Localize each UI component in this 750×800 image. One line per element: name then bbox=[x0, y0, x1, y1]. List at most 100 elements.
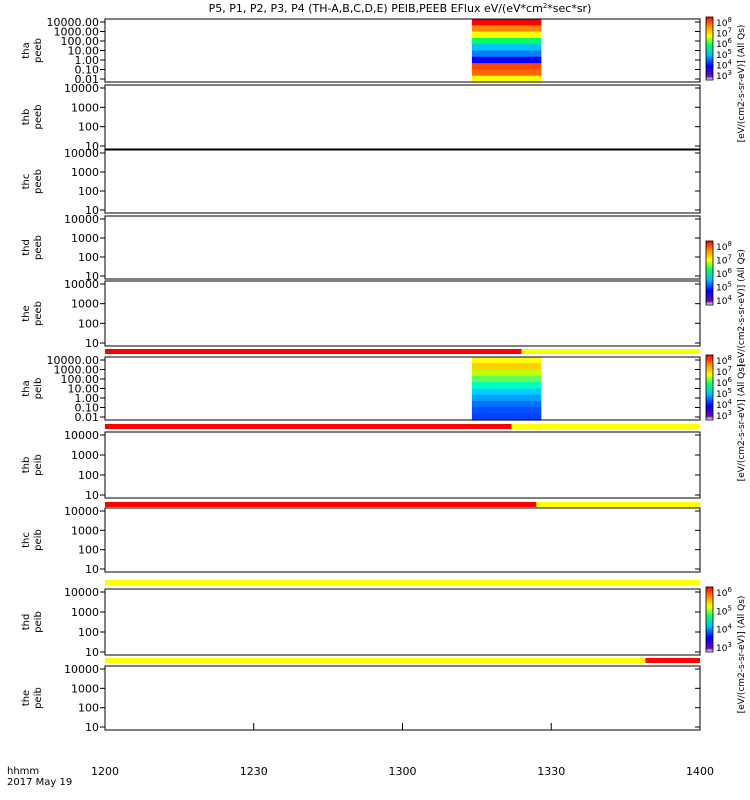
time-axis-date: 2017 May 19 bbox=[7, 777, 72, 788]
y-tick-label: 100 bbox=[78, 544, 99, 557]
spectrogram-band bbox=[471, 375, 542, 383]
chart-title: P5, P1, P2, P3, P4 (TH-A,B,C,D,E) PEIB,P… bbox=[209, 2, 592, 15]
colorbar-tick-label: 105 bbox=[716, 604, 732, 617]
y-tick-label: 100 bbox=[78, 702, 99, 715]
y-tick-label: 1000.00 bbox=[54, 26, 100, 39]
spectrogram-band bbox=[471, 44, 542, 52]
spectrogram-band bbox=[471, 394, 542, 402]
y-tick-label: 10000 bbox=[64, 147, 99, 160]
spectrogram-band bbox=[471, 37, 542, 45]
y-tick-label: 1000 bbox=[71, 298, 99, 311]
x-tick-label: 1330 bbox=[537, 765, 565, 778]
panel-product-label: peib bbox=[33, 454, 44, 476]
colorbar-tick-label: 107 bbox=[716, 254, 732, 267]
x-tick-label: 1200 bbox=[91, 765, 119, 778]
mode-bar-segment bbox=[105, 502, 537, 507]
y-tick-label: 10000 bbox=[64, 82, 99, 95]
panel-thb-peib: 10000 1000 100 10 thb peib bbox=[21, 429, 701, 502]
y-tick-label: 10000.00 bbox=[47, 354, 100, 367]
colorbar-tick-label: 103 bbox=[716, 641, 732, 654]
x-tick-label: 1400 bbox=[686, 765, 714, 778]
mode-bar-segment bbox=[536, 502, 700, 507]
panel-probe-label: thc bbox=[21, 532, 32, 548]
y-tick-label: 1000 bbox=[71, 232, 99, 245]
y-tick-label: 100 bbox=[78, 251, 99, 264]
colorbar-tick-label: 105 bbox=[716, 281, 732, 294]
mode-bar-segment bbox=[511, 424, 700, 429]
spectrogram-band bbox=[471, 31, 542, 39]
colorbar-tick-label: 104 bbox=[716, 623, 732, 636]
y-tick-label: 10000 bbox=[64, 663, 99, 676]
y-tick-label: 0.10 bbox=[75, 402, 100, 415]
y-tick-label: 1000 bbox=[71, 449, 99, 462]
panel-probe-label: the bbox=[21, 305, 32, 321]
panel-frame bbox=[104, 280, 701, 347]
panel-frame bbox=[104, 665, 701, 731]
y-tick-label: 10000 bbox=[64, 586, 99, 599]
panel-frame bbox=[104, 18, 701, 83]
spectrogram-band bbox=[471, 413, 542, 421]
panel-layer: 10000.001000.00100.0010.001.000.100.01th… bbox=[21, 16, 701, 734]
colorbar bbox=[705, 16, 714, 81]
panel-thd-peeb: 10000 1000 100 10 thd peeb bbox=[21, 213, 701, 283]
y-tick-label: 1000 bbox=[71, 101, 99, 114]
y-tick-label: 10.00 bbox=[68, 383, 100, 396]
panel-the-peeb: 10000 1000 100 10 the peeb bbox=[21, 278, 701, 350]
panel-product-label: peib bbox=[33, 611, 44, 633]
panel-product-label: peeb bbox=[33, 235, 44, 260]
panel-thc-peib: 10000 1000 100 10 thc peib bbox=[21, 505, 701, 576]
panel-probe-label: the bbox=[21, 690, 32, 706]
x-tick-label: 1300 bbox=[389, 765, 417, 778]
panel-frame bbox=[104, 84, 701, 150]
y-tick-label: 10000 bbox=[64, 429, 99, 442]
panel-probe-label: thb bbox=[21, 109, 32, 126]
colorbar bbox=[705, 586, 714, 653]
panel-product-label: peib bbox=[33, 378, 44, 400]
y-tick-label: 10.00 bbox=[68, 45, 100, 58]
y-tick-label: 0.01 bbox=[75, 73, 100, 86]
panel-product-label: peeb bbox=[33, 301, 44, 326]
y-tick-label: 10 bbox=[85, 489, 99, 502]
mode-bar-segment bbox=[105, 349, 522, 354]
spectrogram-band bbox=[471, 369, 542, 377]
panel-probe-label: tha bbox=[21, 42, 32, 58]
panel-product-label: peeb bbox=[33, 105, 44, 130]
y-tick-label: 1000 bbox=[71, 606, 99, 619]
panel-probe-label: thc bbox=[21, 174, 32, 190]
spectrogram-band bbox=[471, 63, 542, 70]
panel-frame bbox=[104, 588, 701, 656]
spectrogram-band bbox=[471, 388, 542, 396]
spectrogram-band bbox=[471, 50, 542, 58]
mode-bar-segment bbox=[645, 658, 700, 663]
y-tick-label: 1000 bbox=[71, 682, 99, 695]
spectrogram-band bbox=[471, 382, 542, 390]
y-tick-label: 10 bbox=[85, 646, 99, 659]
spectrogram-band bbox=[471, 56, 542, 64]
panel-probe-label: thd bbox=[21, 239, 32, 256]
panel-probe-label: thb bbox=[21, 457, 32, 474]
y-tick-label: 10 bbox=[85, 563, 99, 576]
time-axis-label: hhmm bbox=[7, 766, 39, 777]
panel-product-label: peib bbox=[33, 687, 44, 709]
panel-probe-label: thd bbox=[21, 614, 32, 631]
y-tick-label: 100 bbox=[78, 121, 99, 134]
y-tick-label: 100.00 bbox=[61, 35, 100, 48]
time-axis: 1200 1230 1300 1330 1400 bbox=[91, 723, 714, 778]
y-tick-label: 1000 bbox=[71, 166, 99, 179]
panel-the-peib: 10000 1000 100 10 the peib bbox=[21, 663, 701, 734]
y-tick-label: 100 bbox=[78, 317, 99, 330]
y-tick-label: 1.00 bbox=[75, 54, 100, 67]
panel-product-label: peeb bbox=[33, 169, 44, 194]
panel-frame bbox=[104, 149, 701, 214]
panel-product-label: peeb bbox=[33, 38, 44, 63]
mode-bar-segment bbox=[521, 349, 700, 354]
panel-thc-peeb: 10000 1000 100 10 thc peeb bbox=[21, 147, 701, 217]
panel-frame bbox=[104, 215, 701, 280]
y-tick-label: 1000 bbox=[71, 524, 99, 537]
colorbar-label: [eV/(cm2-s-sr-eV)] (All Qs) bbox=[737, 25, 747, 143]
spectrogram-band bbox=[471, 19, 542, 26]
colorbar-tick-label: 106 bbox=[716, 586, 732, 599]
